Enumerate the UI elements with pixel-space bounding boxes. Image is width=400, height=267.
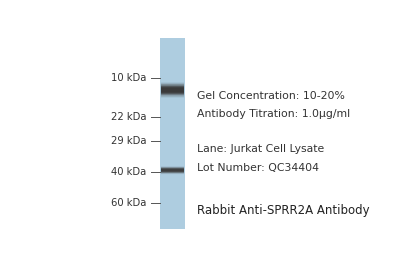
Bar — [161, 92, 184, 93]
Bar — [161, 82, 184, 83]
Bar — [161, 92, 184, 93]
Bar — [161, 172, 184, 173]
Bar — [161, 91, 184, 93]
Bar — [161, 169, 184, 171]
Bar — [161, 87, 184, 89]
Bar — [161, 94, 184, 96]
Bar — [161, 90, 184, 92]
Bar — [161, 87, 184, 89]
Bar — [161, 170, 184, 171]
Bar — [161, 170, 184, 172]
Bar — [161, 83, 184, 84]
Bar — [161, 84, 184, 86]
Text: 60 kDa: 60 kDa — [111, 198, 146, 208]
Bar — [161, 88, 184, 89]
Bar — [161, 169, 184, 171]
Bar — [161, 95, 184, 96]
Bar — [161, 89, 184, 91]
Text: Lane: Jurkat Cell Lysate: Lane: Jurkat Cell Lysate — [197, 144, 324, 154]
Bar — [161, 173, 184, 175]
Bar — [161, 90, 184, 91]
Text: Lot Number: QC34404: Lot Number: QC34404 — [197, 163, 319, 173]
Bar — [161, 96, 184, 98]
Bar — [161, 171, 184, 173]
Bar — [161, 96, 184, 97]
Bar — [160, 38, 185, 229]
Bar — [161, 171, 184, 172]
Bar — [161, 87, 184, 88]
Bar — [161, 171, 184, 173]
Bar — [161, 168, 184, 169]
Bar — [161, 88, 184, 90]
Bar — [161, 169, 184, 171]
Bar — [161, 172, 184, 174]
Text: Gel Concentration: 10-20%: Gel Concentration: 10-20% — [197, 91, 345, 101]
Bar — [161, 83, 184, 85]
Bar — [161, 94, 184, 96]
Bar — [161, 91, 184, 92]
Bar — [161, 93, 184, 95]
Bar — [161, 171, 184, 172]
Bar — [161, 83, 184, 84]
Bar — [161, 93, 184, 95]
Bar — [161, 168, 184, 170]
Bar — [161, 88, 184, 89]
Bar — [161, 172, 184, 173]
Bar — [161, 85, 184, 87]
Bar — [161, 172, 184, 174]
Bar — [161, 172, 184, 174]
Bar — [161, 166, 184, 168]
Text: 22 kDa: 22 kDa — [110, 112, 146, 121]
Text: 40 kDa: 40 kDa — [111, 167, 146, 177]
Text: 10 kDa: 10 kDa — [111, 73, 146, 83]
Bar — [161, 170, 184, 171]
Bar — [161, 167, 184, 169]
Text: Antibody Titration: 1.0µg/ml: Antibody Titration: 1.0µg/ml — [197, 109, 350, 119]
Text: 29 kDa: 29 kDa — [110, 136, 146, 147]
Bar — [161, 167, 184, 169]
Bar — [161, 173, 184, 174]
Bar — [161, 86, 184, 88]
Bar — [161, 89, 184, 90]
Bar — [161, 92, 184, 94]
Bar — [161, 167, 184, 168]
Bar — [161, 168, 184, 170]
Bar — [161, 91, 184, 92]
Bar — [161, 166, 184, 168]
Bar — [161, 84, 184, 85]
Bar — [161, 92, 184, 94]
Bar — [161, 89, 184, 91]
Bar — [161, 96, 184, 97]
Bar — [161, 84, 184, 85]
Bar — [161, 97, 184, 98]
Bar — [161, 86, 184, 88]
Bar — [161, 167, 184, 168]
Text: Rabbit Anti-SPRR2A Antibody: Rabbit Anti-SPRR2A Antibody — [197, 205, 370, 217]
Bar — [161, 95, 184, 97]
Bar — [161, 82, 184, 84]
Bar — [161, 85, 184, 87]
Bar — [161, 170, 184, 172]
Bar — [161, 85, 184, 87]
Bar — [161, 169, 184, 170]
Bar — [161, 93, 184, 95]
Bar — [161, 95, 184, 97]
Bar — [161, 168, 184, 170]
Bar — [161, 84, 184, 86]
Bar — [161, 166, 184, 168]
